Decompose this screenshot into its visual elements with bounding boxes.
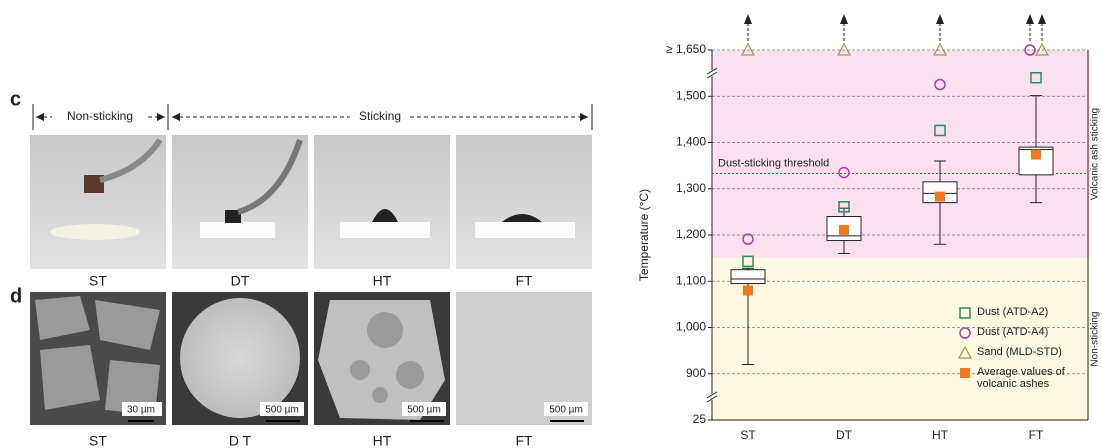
axis-break-gap xyxy=(707,70,717,77)
range-label: Non-sticking xyxy=(67,109,133,123)
marker-square xyxy=(1030,72,1042,84)
image-label: HT xyxy=(373,273,392,289)
marker-square xyxy=(934,124,946,137)
axis-break xyxy=(706,67,718,75)
arrow-heads xyxy=(36,113,588,121)
y-tick-label: 1,200 xyxy=(676,227,706,241)
sem-image xyxy=(456,292,592,425)
scale-box xyxy=(544,402,588,416)
image-label: ST xyxy=(89,433,107,448)
overflow-arrow-head xyxy=(840,14,848,24)
y-tick-label: 25 xyxy=(693,412,707,426)
x-tick-label: HT xyxy=(932,428,949,442)
marker-triangle xyxy=(958,346,972,359)
photo xyxy=(30,135,166,269)
panel-label: d xyxy=(10,285,22,307)
y-tick-label: 1,300 xyxy=(676,181,706,195)
y-tick-label: 1,400 xyxy=(676,135,706,149)
image-label: D T xyxy=(229,433,252,448)
legend-item: Sand (MLD-STD) xyxy=(958,346,1076,360)
marker-filled-square xyxy=(960,368,970,378)
legend-icon xyxy=(959,307,971,319)
marker-filled-square xyxy=(935,191,945,202)
box xyxy=(730,269,766,285)
marker-triangle xyxy=(836,42,852,56)
marker-circle xyxy=(742,233,754,245)
legend-icon xyxy=(958,346,972,359)
axis-break xyxy=(706,395,718,403)
image-label: ST xyxy=(89,273,107,289)
overflow-arrow-head xyxy=(936,14,944,24)
overflow-arrow-head xyxy=(744,14,752,24)
y-axis-label: Temperature (°C) xyxy=(637,189,651,281)
photo xyxy=(456,135,592,269)
image-label: DT xyxy=(231,273,250,289)
y-tick-label: 1,100 xyxy=(676,273,706,287)
range-label: Sticking xyxy=(359,109,401,123)
axis-break xyxy=(706,391,718,399)
legend-label: Sand (MLD-STD) xyxy=(977,346,1062,358)
marker-filled-square xyxy=(839,224,849,235)
threshold-label: Dust-sticking threshold xyxy=(718,157,829,169)
marker-filled-square xyxy=(1031,149,1041,160)
marker-filled-square xyxy=(743,285,753,296)
marker-triangle xyxy=(932,42,948,56)
marker-triangle xyxy=(1034,42,1050,56)
legend: Dust (ATD-A2) Dust (ATD-A4) Sand (MLD-STD)… xyxy=(958,306,1076,396)
legend-item: Dust (ATD-A4) xyxy=(958,326,1076,340)
legend-label: Dust (ATD-A4) xyxy=(977,326,1049,338)
x-tick-label: ST xyxy=(740,428,756,442)
marker-circle xyxy=(959,327,971,339)
x-tick-label: DT xyxy=(836,428,853,442)
overflow-arrow-head xyxy=(1038,14,1046,24)
marker-square xyxy=(742,255,754,268)
photo xyxy=(172,135,308,269)
axis-break xyxy=(706,71,718,79)
panel-label: c xyxy=(10,88,21,110)
region-label: Volcanic ash sticking xyxy=(1090,108,1101,200)
scale-bar-label: 500 µm xyxy=(549,405,583,416)
scale-bar-label: 500 µm xyxy=(265,405,299,416)
legend-icon xyxy=(959,327,971,339)
overflow-arrow-head xyxy=(1026,14,1034,24)
sem-image xyxy=(172,292,308,425)
scale-bar-label: 30 µm xyxy=(127,405,155,416)
scale-box xyxy=(122,402,162,416)
y-tick-label: 900 xyxy=(686,366,706,380)
legend-item: Dust (ATD-A2) xyxy=(958,306,1076,320)
scale-box xyxy=(260,402,304,416)
scale-box xyxy=(402,402,446,416)
chart: Volcanic ash sticking Non-sticking 25 900 1,… xyxy=(637,14,1101,442)
image-label: HT xyxy=(373,433,392,448)
marker-circle xyxy=(934,78,946,91)
y-tick-label: 1,000 xyxy=(676,320,706,334)
marker-triangle xyxy=(740,42,756,56)
legend-label: Dust (ATD-A2) xyxy=(977,306,1049,318)
scale-bar-label: 500 µm xyxy=(407,405,441,416)
y-tick-label: 1,500 xyxy=(676,88,706,102)
photo xyxy=(314,135,450,269)
marker-circle xyxy=(1024,44,1036,56)
image-label: FT xyxy=(515,273,533,289)
region xyxy=(712,258,1090,420)
legend-label: Average values of volcanic ashes xyxy=(977,366,1065,390)
axis-break-gap xyxy=(707,393,717,400)
sem-image xyxy=(30,292,166,425)
marker-circle xyxy=(838,166,850,179)
marker-square xyxy=(959,307,971,319)
image-label: FT xyxy=(515,433,533,448)
legend-item: Average values of volcanic ashes xyxy=(958,366,1076,390)
legend-icon xyxy=(960,368,970,378)
marker-square xyxy=(838,201,850,213)
x-tick-label: FT xyxy=(1029,428,1044,442)
region-label: Non-sticking xyxy=(1090,312,1101,367)
y-tick-label: ≥ 1,650 xyxy=(666,42,706,56)
